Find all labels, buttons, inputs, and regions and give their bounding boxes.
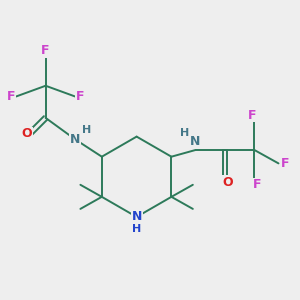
Text: N: N xyxy=(131,210,142,224)
Text: N: N xyxy=(70,133,80,146)
Text: N: N xyxy=(190,136,201,148)
Text: F: F xyxy=(76,90,85,103)
Text: H: H xyxy=(82,125,92,135)
Text: F: F xyxy=(248,109,256,122)
Text: F: F xyxy=(7,90,15,103)
Text: O: O xyxy=(22,128,32,140)
Text: O: O xyxy=(222,176,233,189)
Text: F: F xyxy=(253,178,261,191)
Text: H: H xyxy=(180,128,189,138)
Text: H: H xyxy=(132,224,141,234)
Text: F: F xyxy=(281,157,290,170)
Text: F: F xyxy=(41,44,50,58)
